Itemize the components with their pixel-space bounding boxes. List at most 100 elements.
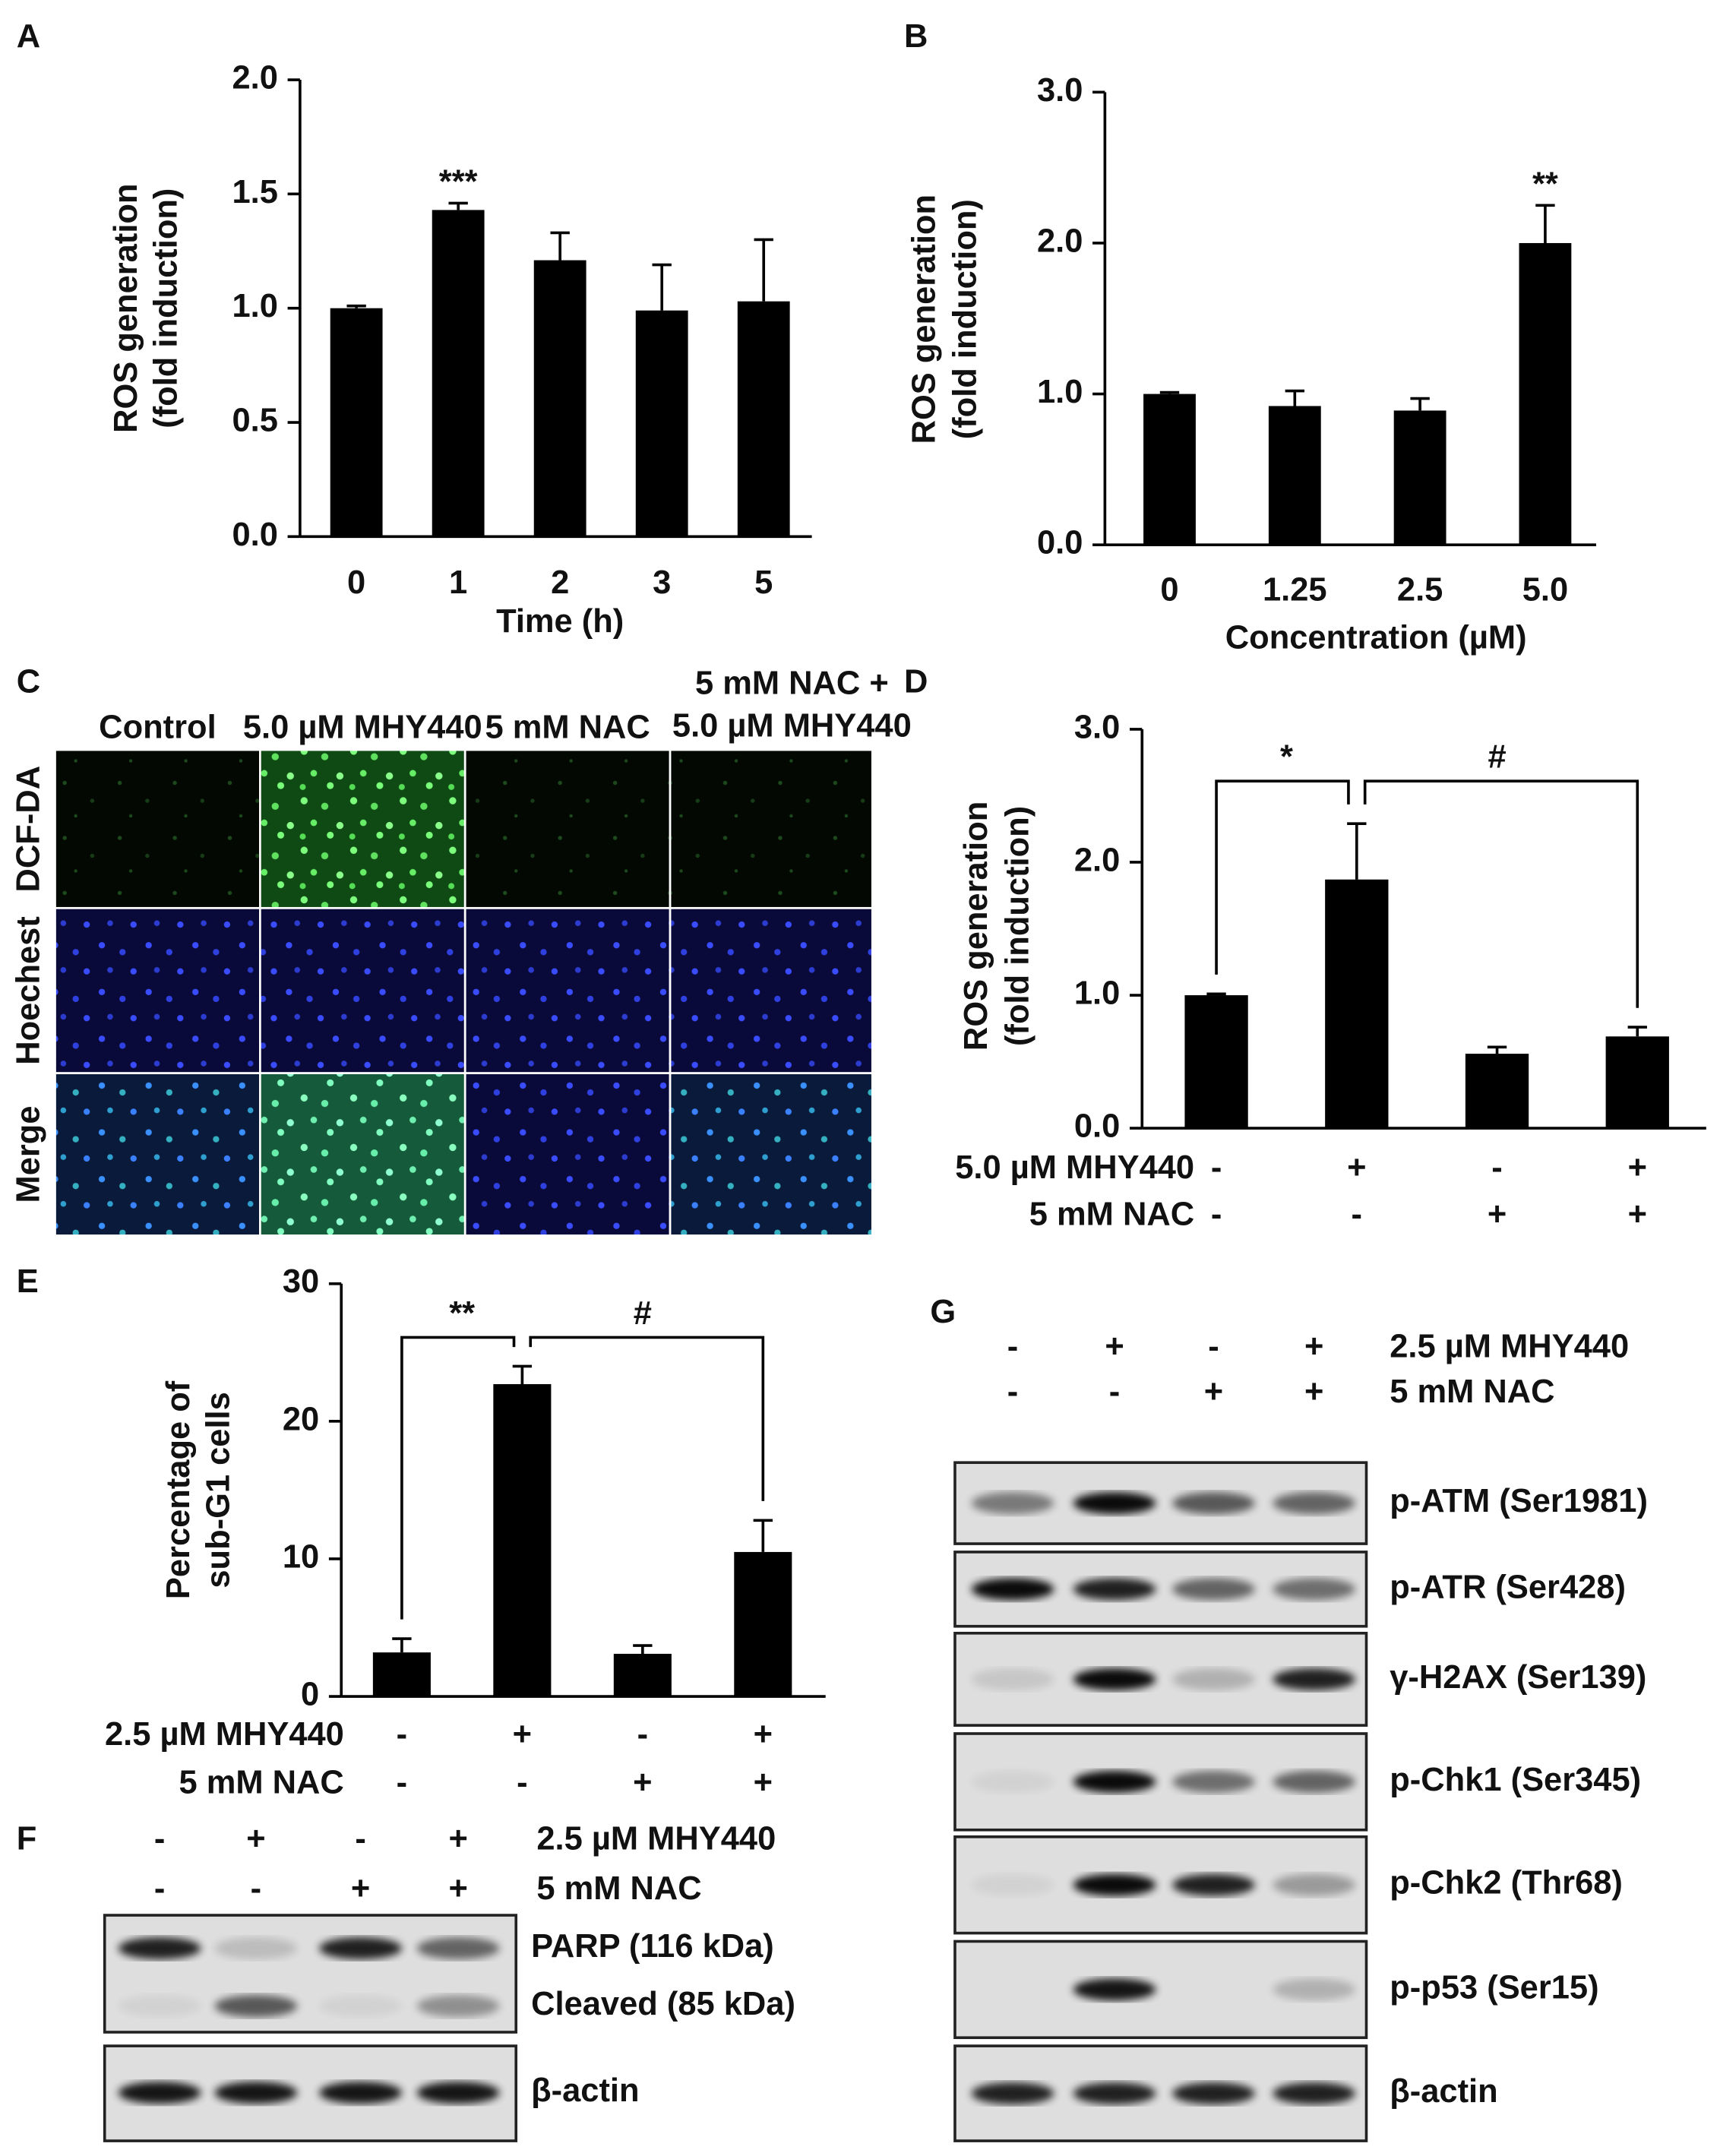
condition-sign: - <box>397 1764 407 1800</box>
x-tick-label: 2 <box>551 564 569 601</box>
micrograph <box>669 748 874 909</box>
x-axis-title: Concentration (µM) <box>1225 620 1527 656</box>
condition-sign: - <box>397 1716 407 1753</box>
condition-sign: + <box>1488 1197 1507 1233</box>
condition-sign: + <box>1628 1197 1647 1233</box>
condition-sign: - <box>1208 1328 1219 1364</box>
error-bar <box>633 1644 653 1654</box>
error-bar <box>448 201 468 210</box>
y-tick-label: 1.0 <box>232 288 277 324</box>
condition-label: 5 mM NAC <box>536 1870 701 1907</box>
bar <box>372 1652 431 1697</box>
band <box>1273 1770 1355 1793</box>
band <box>214 1995 298 2018</box>
condition-label: 5 mM NAC <box>1029 1197 1194 1233</box>
bar <box>1465 1054 1529 1129</box>
band <box>971 1492 1054 1515</box>
x-tick-label: 2.5 <box>1397 571 1443 608</box>
panel-label: C <box>17 664 40 700</box>
bar <box>1268 406 1321 545</box>
y-tick-label: 0.0 <box>1074 1108 1120 1145</box>
bar <box>533 260 587 537</box>
column-header: Control <box>99 709 216 745</box>
y-axis-title: sub-G1 cells <box>200 1392 236 1588</box>
bar <box>734 1551 792 1697</box>
band <box>416 1995 500 2018</box>
band-label: β-actin <box>1390 2073 1497 2110</box>
bar <box>737 301 790 537</box>
y-tick-label: 0.0 <box>232 517 277 553</box>
y-tick-label: 0.0 <box>1037 525 1083 561</box>
micrograph <box>259 748 466 909</box>
panel-label: A <box>17 18 40 55</box>
panel-label: G <box>930 1294 956 1330</box>
condition-label: 5 mM NAC <box>1390 1374 1554 1410</box>
band <box>1073 1873 1156 1896</box>
y-tick-label: 1.0 <box>1074 975 1120 1012</box>
band <box>1073 1770 1156 1793</box>
condition-sign: - <box>154 1821 165 1857</box>
micrograph <box>463 1072 672 1237</box>
band <box>1073 1668 1156 1690</box>
column-header: 5.0 µM MHY440 <box>243 709 482 745</box>
error-bar <box>1410 397 1430 411</box>
condition-sign: + <box>754 1716 773 1753</box>
panel-label: E <box>17 1263 39 1300</box>
error-bar <box>392 1637 412 1653</box>
condition-sign: + <box>1347 1149 1366 1186</box>
band <box>971 2082 1054 2105</box>
error-bar <box>512 1364 533 1384</box>
y-tick-label: 10 <box>283 1538 319 1575</box>
bar <box>1143 394 1196 545</box>
bar <box>635 310 688 537</box>
condition-sign: + <box>448 1870 467 1907</box>
band-label: p-p53 (Ser15) <box>1390 1969 1598 2006</box>
column-header: 5.0 µM MHY440 <box>672 708 912 744</box>
micrograph <box>669 1072 874 1237</box>
band <box>214 2082 298 2104</box>
band <box>118 1995 201 2018</box>
band <box>971 1578 1054 1601</box>
condition-sign: + <box>633 1764 652 1800</box>
condition-label: 5 mM NAC <box>179 1764 344 1800</box>
error-bar <box>1627 1026 1647 1037</box>
band-label: p-Chk1 (Ser345) <box>1390 1762 1641 1798</box>
column-header: 5 mM NAC <box>485 709 650 745</box>
y-tick-label: 2.0 <box>232 60 277 96</box>
condition-sign: - <box>637 1716 648 1753</box>
bracket <box>529 1336 765 1501</box>
band <box>319 2082 402 2104</box>
band <box>1273 2082 1355 2105</box>
condition-sign: + <box>351 1870 370 1907</box>
band-label: p-ATR (Ser428) <box>1390 1569 1626 1605</box>
micrograph <box>54 1072 261 1237</box>
band <box>1273 1492 1355 1515</box>
error-bar <box>1535 204 1555 243</box>
band-label: β-actin <box>531 2072 639 2109</box>
error-bar <box>1347 822 1367 880</box>
error-bar <box>1206 992 1226 996</box>
y-tick-label: 1.0 <box>1037 374 1083 410</box>
condition-label: 2.5 µM MHY440 <box>105 1716 344 1753</box>
bar <box>330 308 383 537</box>
panel-label: B <box>904 18 928 55</box>
band <box>1073 1978 1156 2001</box>
y-axis-title: (fold induction) <box>147 188 184 428</box>
band <box>1172 1668 1255 1690</box>
condition-sign: - <box>1007 1328 1018 1364</box>
band-label: γ-H2AX (Ser139) <box>1390 1659 1646 1696</box>
micrograph <box>669 906 874 1075</box>
micrograph <box>54 906 261 1075</box>
band <box>971 1668 1054 1690</box>
significance: * <box>1280 739 1293 776</box>
condition-label: 2.5 µM MHY440 <box>536 1821 776 1857</box>
column-header: 5 mM NAC + <box>695 665 889 701</box>
band <box>971 1770 1054 1793</box>
condition-sign: - <box>1109 1374 1120 1410</box>
y-axis-title: ROS generation <box>958 801 994 1051</box>
band <box>1273 1978 1355 2001</box>
bar <box>1605 1036 1669 1129</box>
y-tick-label: 3.0 <box>1074 709 1120 745</box>
error-bar <box>754 238 773 302</box>
